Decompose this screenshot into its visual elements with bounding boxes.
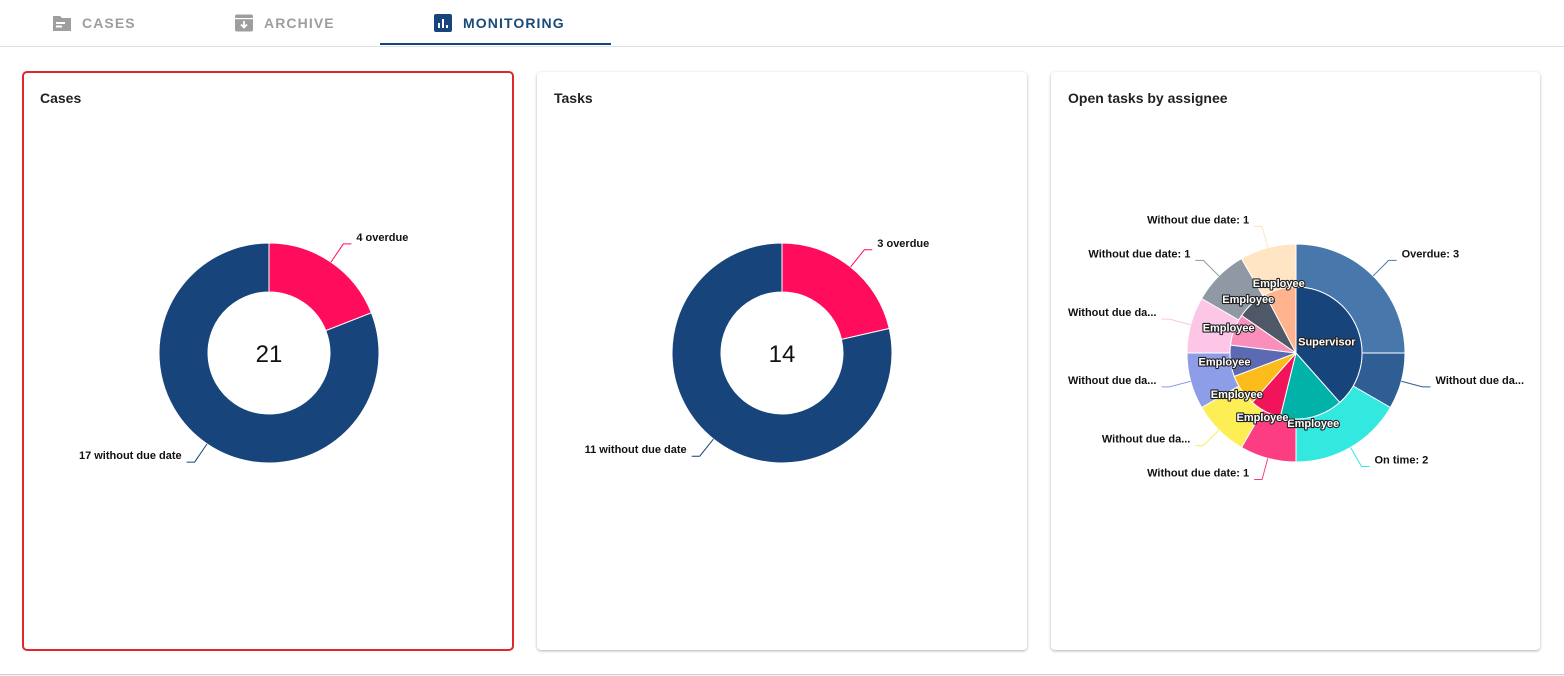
bar-chart-icon	[434, 14, 452, 32]
donut-center-total: 21	[256, 341, 283, 368]
tasks-card[interactable]: Tasks 3 overdue 11 without due date 14	[537, 72, 1027, 650]
sunburst-inner-label-6: Employee	[1222, 294, 1274, 306]
tasks-card-title: Tasks	[554, 90, 593, 106]
donut-slice-1-leader-line	[691, 438, 714, 457]
donut-slice-1[interactable]	[671, 242, 893, 464]
donut-slice-0-label: 3 overdue	[877, 238, 929, 250]
sunburst-outer-slice-6-leader-line	[1161, 318, 1191, 326]
donut-slice-1-label: 11 without due date	[585, 444, 687, 456]
tab-cases[interactable]: CASES	[52, 0, 136, 46]
sunburst-outer-slice-3-leader-line	[1254, 458, 1269, 481]
cases-donut-chart: 4 overdue 17 without due date 21	[79, 232, 408, 464]
folder-icon	[53, 16, 71, 31]
tab-archive-label: ARCHIVE	[264, 15, 335, 31]
active-tab-indicator	[380, 43, 611, 45]
sunburst-outer-slice-8-leader-line	[1254, 225, 1269, 248]
tab-monitoring-label: MONITORING	[463, 15, 565, 31]
sunburst-inner-label-1: Employee	[1287, 418, 1339, 430]
sunburst-outer-slice-6-label: Without due da...	[1068, 307, 1157, 319]
donut-center-total: 14	[769, 341, 796, 368]
sunburst-outer-slice-4-leader-line	[1195, 429, 1220, 447]
sunburst-inner-label-3: Employee	[1211, 389, 1263, 401]
tab-archive[interactable]: ARCHIVE	[234, 0, 335, 46]
archive-icon	[235, 14, 253, 32]
sunburst-inner-slice-1[interactable]	[1279, 351, 1341, 420]
sunburst-inner-label-2: Employee	[1237, 412, 1289, 424]
sunburst-inner-label-7: Employee	[1253, 278, 1305, 290]
sunburst-outer-slice-5-leader-line	[1161, 380, 1191, 388]
donut-slice-1-leader-line	[186, 443, 208, 463]
sunburst-outer-slice-5-label: Without due da...	[1068, 375, 1157, 387]
donut-slice-1-label: 17 without due date	[79, 450, 182, 462]
donut-slice-0-label: 4 overdue	[356, 232, 408, 244]
assignee-card[interactable]: Open tasks by assignee Overdue: 3 Without…	[1051, 72, 1540, 650]
assignee-card-title: Open tasks by assignee	[1068, 90, 1228, 106]
sunburst-outer-slice-1-leader-line	[1401, 380, 1431, 388]
sunburst-outer-slice-3-label: Without due date: 1	[1147, 468, 1249, 480]
sunburst-inner-slice-7[interactable]	[1264, 286, 1297, 354]
cases-card[interactable]: Cases 4 overdue 17 without due date 21	[22, 71, 514, 651]
sunburst-inner-label-0: Supervisor	[1298, 336, 1356, 348]
cases-card-title: Cases	[40, 90, 82, 106]
sunburst-inner-label-4: Employee	[1199, 357, 1251, 369]
sunburst-outer-slice-0-leader-line	[1372, 259, 1397, 277]
donut-slice-0[interactable]	[268, 242, 373, 332]
tab-monitoring[interactable]: MONITORING	[433, 0, 565, 46]
sunburst-inner-slice-0[interactable]	[1295, 286, 1363, 404]
donut-slice-0-leader-line	[850, 249, 873, 268]
sunburst-outer-slice-7-label: Without due date: 1	[1088, 248, 1190, 260]
tab-cases-label: CASES	[82, 15, 136, 31]
sunburst-outer-slice-0-label: Overdue: 3	[1402, 248, 1459, 260]
sunburst-outer-slice-2-label: On time: 2	[1375, 454, 1429, 466]
sunburst-outer-slice-7-leader-line	[1195, 259, 1220, 277]
sunburst-outer-slice-4-label: Without due da...	[1102, 434, 1191, 446]
sunburst-inner-label-5: Employee	[1203, 322, 1255, 334]
assignee-sunburst-chart: Overdue: 3 Without due da... On time: 2 Wit…	[1068, 214, 1525, 481]
sunburst-outer-slice-1-label: Without due da...	[1436, 375, 1525, 387]
sunburst-outer-slice-2-leader-line	[1350, 447, 1370, 467]
donut-slice-0[interactable]	[781, 242, 890, 341]
donut-slice-0-leader-line	[330, 243, 352, 263]
tasks-donut-chart: 3 overdue 11 without due date 14	[585, 238, 929, 464]
tab-bar: CASES ARCHIVE MONITORING	[0, 0, 1564, 47]
donut-slice-1[interactable]	[158, 242, 380, 464]
sunburst-outer-slice-8-label: Without due date: 1	[1147, 214, 1249, 226]
